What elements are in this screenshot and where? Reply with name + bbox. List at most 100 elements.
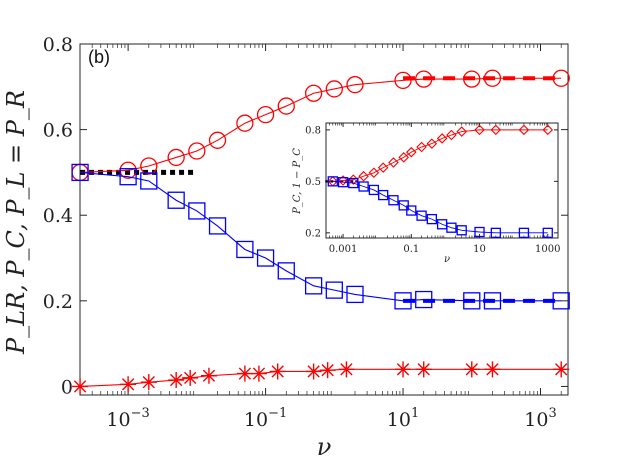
inset-data-point-diamond (358, 170, 369, 182)
inset-data-point-diamond (388, 157, 399, 168)
inset-series-line-0 (332, 129, 548, 182)
data-point-star (484, 361, 501, 378)
inset-data-point-diamond (474, 124, 485, 136)
inset-data-point-square (426, 213, 437, 225)
inset-data-point-diamond (436, 133, 448, 144)
y-tick-label: 0 (61, 376, 73, 398)
inset-data-point-square (348, 177, 359, 189)
inset-x-axis-label: ν (444, 254, 450, 265)
y-tick-label: 0.8 (43, 34, 73, 56)
inset-plot: 0.001 0.1 10 1000 0.2 0.5 0.8 ν P_C, 1 − P_C (292, 122, 560, 265)
data-point-square (71, 163, 89, 182)
data-point-star (269, 363, 286, 380)
inset-y-axis-label: P_C, 1 − P_C (292, 148, 303, 215)
data-point-circle (277, 97, 295, 115)
inset-y-tick-label: 0.5 (305, 177, 321, 188)
data-point-star (168, 372, 185, 389)
y-tick-label: 0.2 (43, 291, 73, 313)
data-point-square (394, 292, 412, 310)
inset-data-point-square (518, 227, 530, 239)
data-point-circle (304, 84, 323, 102)
data-point-circle (552, 69, 570, 87)
inset-data-point-diamond (542, 124, 554, 136)
data-point-star (182, 369, 199, 386)
x-axis-label: ν (317, 433, 332, 461)
data-point-star (236, 365, 253, 382)
data-point-square (552, 292, 570, 310)
inset-data-point-square (456, 225, 467, 236)
data-point-square (236, 240, 254, 259)
inset-data-point-square (446, 222, 457, 233)
data-point-square (463, 292, 481, 310)
data-point-square (188, 202, 206, 220)
data-point-circle (483, 69, 502, 87)
x-tick-label: 10−1 (244, 406, 287, 431)
y-axis-label: P_LR, P_C, P_L = P_R (2, 90, 30, 355)
inset-y-tick-label: 0.2 (305, 228, 321, 239)
inset-data-point-square (388, 195, 399, 206)
inset-data-point-diamond (337, 175, 349, 186)
inset-data-point-diamond (456, 126, 467, 137)
inset-x-tick-label: 1000 (535, 244, 560, 255)
data-point-star (319, 362, 336, 379)
data-point-circle (346, 76, 364, 94)
data-point-square (140, 172, 158, 190)
data-point-star (140, 374, 157, 391)
inset-x-tick-label: 0.001 (329, 244, 358, 255)
data-point-star (463, 361, 480, 378)
data-point-circle (394, 71, 412, 90)
inset-data-point-square (416, 210, 427, 221)
data-point-star (305, 363, 322, 380)
data-point-circle (463, 70, 481, 88)
x-tick-label: 103 (524, 406, 556, 431)
data-point-star (200, 367, 217, 384)
inset-x-tick-label: 10 (473, 244, 486, 255)
inset-y-tick-label: 0.8 (305, 125, 321, 136)
data-point-square (304, 277, 323, 295)
data-point-circle (325, 80, 343, 98)
data-point-circle (236, 114, 254, 132)
data-point-star (415, 361, 432, 378)
data-point-square (483, 292, 502, 310)
inset-data-point-diamond (406, 146, 417, 158)
data-point-star (72, 378, 89, 395)
data-point-circle (256, 105, 275, 124)
data-point-square (208, 217, 227, 235)
data-point-star (338, 361, 355, 378)
data-point-square (415, 290, 433, 309)
inset-data-point-diamond (368, 167, 380, 179)
inset-x-tick-label: 0.1 (403, 244, 419, 255)
series-line-1 (80, 171, 562, 302)
data-point-circle (167, 148, 185, 167)
inset-data-point-diamond (518, 124, 530, 136)
data-point-star (553, 361, 570, 378)
inset-data-point-diamond (416, 141, 427, 153)
data-point-star (250, 365, 267, 382)
inset-data-point-diamond (398, 152, 410, 163)
inset-data-point-square (542, 227, 553, 239)
inset-data-point-diamond (426, 138, 438, 149)
data-point-square (325, 281, 343, 299)
data-point-square (256, 249, 275, 267)
inset-data-point-square (490, 227, 501, 239)
inset-data-point-square (406, 205, 417, 216)
data-point-circle (208, 131, 227, 149)
data-point-square (277, 262, 295, 280)
series-line-0 (80, 77, 562, 173)
y-tick-label: 0.4 (43, 205, 73, 227)
data-point-star (395, 361, 412, 378)
inset-data-point-square (358, 181, 369, 192)
data-point-star (120, 376, 137, 393)
inset-data-point-diamond (446, 129, 457, 141)
inset-data-point-square (378, 189, 389, 201)
x-tick-label: 101 (387, 406, 419, 431)
inset-data-point-square (327, 176, 338, 187)
data-point-circle (140, 157, 158, 175)
x-tick-label: 10−3 (106, 406, 149, 431)
inset-data-point-diamond (490, 124, 502, 136)
data-point-circle (188, 142, 206, 160)
inset-plot-frame (325, 122, 559, 239)
data-point-square (119, 168, 137, 186)
inset-data-point-square (337, 177, 349, 188)
